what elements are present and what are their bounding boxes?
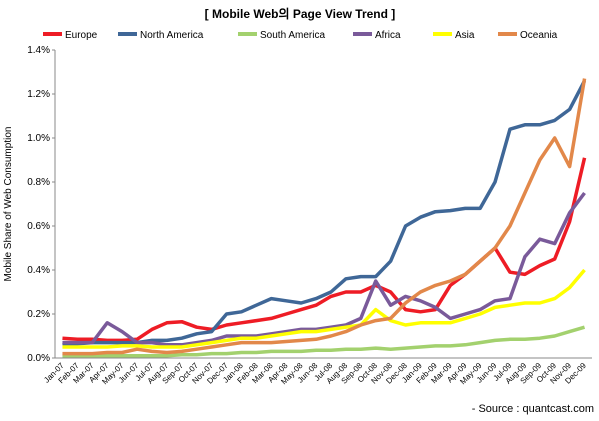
y-tick-label: 0.0% <box>27 353 50 364</box>
legend-label: South America <box>260 30 325 41</box>
series-line <box>62 191 586 347</box>
series-line <box>62 325 586 358</box>
legend-label: Europe <box>65 30 98 41</box>
y-tick-label: 0.8% <box>27 177 50 188</box>
series-line <box>62 78 587 356</box>
legend-label: North America <box>140 30 204 41</box>
y-axis-label: Mobile Share of Web Consumption <box>3 127 14 282</box>
chart-title: [ Mobile Web의 Page View Trend ] <box>205 6 396 21</box>
series-line <box>62 79 587 347</box>
source: - Source : quantcast.com <box>472 403 594 415</box>
legend-label: Asia <box>455 30 475 41</box>
series-line <box>62 157 587 343</box>
series-line <box>62 268 586 349</box>
y-tick-label: 1.4% <box>27 45 50 56</box>
y-tick-label: 0.4% <box>27 265 50 276</box>
y-tick-label: 1.0% <box>27 133 50 144</box>
y-tick-label: 1.2% <box>27 89 50 100</box>
legend-label: Africa <box>375 30 401 41</box>
legend-label: Oceania <box>520 30 558 41</box>
y-tick-label: 0.2% <box>27 309 50 320</box>
y-tick-label: 0.6% <box>27 221 50 232</box>
